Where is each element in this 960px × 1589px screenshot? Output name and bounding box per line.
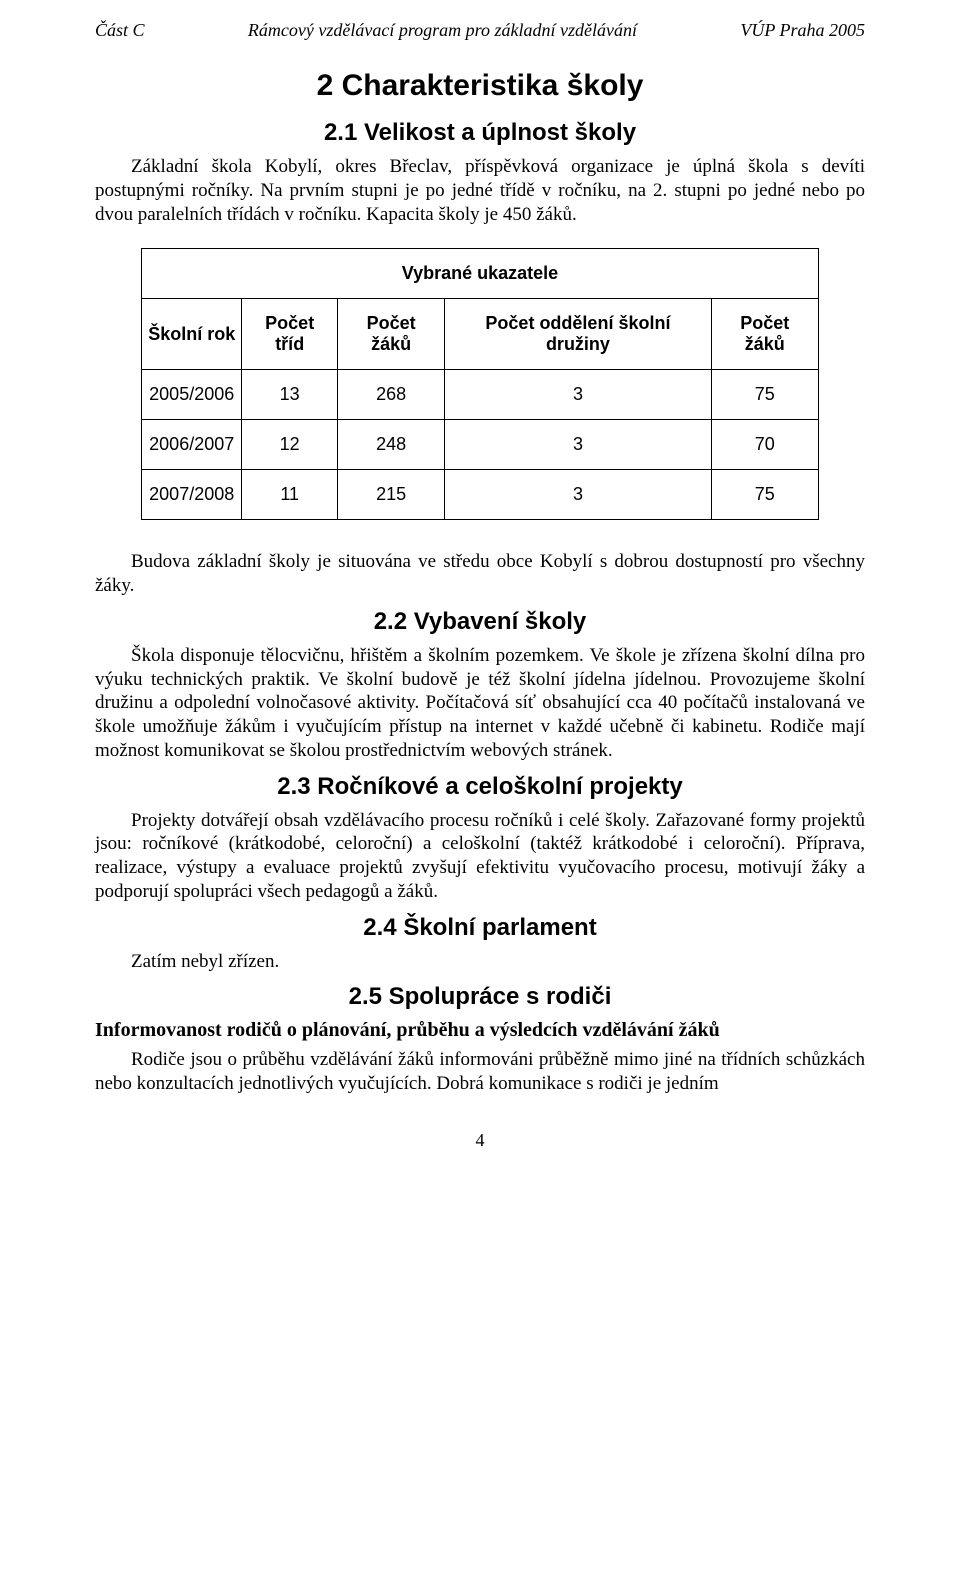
cell: 3 [445,420,712,470]
section-2-3-paragraph: Projekty dotvářejí obsah vzdělávacího pr… [95,809,865,904]
cell: 2005/2006 [142,370,242,420]
cell: 75 [711,370,818,420]
table-col-2: Počet žáků [338,299,445,370]
building-paragraph: Budova základní školy je situována ve st… [95,550,865,598]
page-title: 2 Charakteristika školy [95,69,865,103]
table-col-0: Školní rok [142,299,242,370]
section-2-3-heading: 2.3 Ročníkové a celoškolní projekty [95,773,865,801]
section-2-4-heading: 2.4 Školní parlament [95,914,865,942]
cell: 268 [338,370,445,420]
section-2-5-paragraph: Rodiče jsou o průběhu vzdělávání žáků in… [95,1048,865,1096]
table-row: 2007/2008 11 215 3 75 [142,470,819,520]
section-2-2-paragraph: Škola disponuje tělocvičnu, hřištěm a šk… [95,644,865,763]
section-2-5-bold-line: Informovanost rodičů o plánování, průběh… [95,1019,865,1042]
cell: 2006/2007 [142,420,242,470]
cell: 12 [242,420,338,470]
indicators-table: Vybrané ukazatele Školní rok Počet tříd … [141,248,819,520]
cell: 3 [445,470,712,520]
page-number: 4 [95,1130,865,1151]
cell: 248 [338,420,445,470]
table-row: 2005/2006 13 268 3 75 [142,370,819,420]
section-2-2-heading: 2.2 Vybavení školy [95,608,865,636]
section-2-4-paragraph: Zatím nebyl zřízen. [95,950,865,974]
cell: 13 [242,370,338,420]
table-col-1: Počet tříd [242,299,338,370]
page-container: Část C Rámcový vzdělávací program pro zá… [0,0,960,1181]
cell: 2007/2008 [142,470,242,520]
table-col-3: Počet oddělení školní družiny [445,299,712,370]
cell: 70 [711,420,818,470]
section-2-5-heading: 2.5 Spolupráce s rodiči [95,983,865,1011]
header-right: VÚP Praha 2005 [740,20,865,41]
table-header-row: Školní rok Počet tříd Počet žáků Počet o… [142,299,819,370]
page-header: Část C Rámcový vzdělávací program pro zá… [95,20,865,41]
table-col-4: Počet žáků [711,299,818,370]
cell: 3 [445,370,712,420]
table-title: Vybrané ukazatele [142,249,819,299]
cell: 75 [711,470,818,520]
header-left: Část C [95,20,145,41]
cell: 215 [338,470,445,520]
cell: 11 [242,470,338,520]
section-2-1-heading: 2.1 Velikost a úplnost školy [95,119,865,147]
section-2-1-paragraph: Základní škola Kobylí, okres Břeclav, př… [95,155,865,226]
table-row: 2006/2007 12 248 3 70 [142,420,819,470]
table-title-row: Vybrané ukazatele [142,249,819,299]
header-center: Rámcový vzdělávací program pro základní … [145,20,741,41]
